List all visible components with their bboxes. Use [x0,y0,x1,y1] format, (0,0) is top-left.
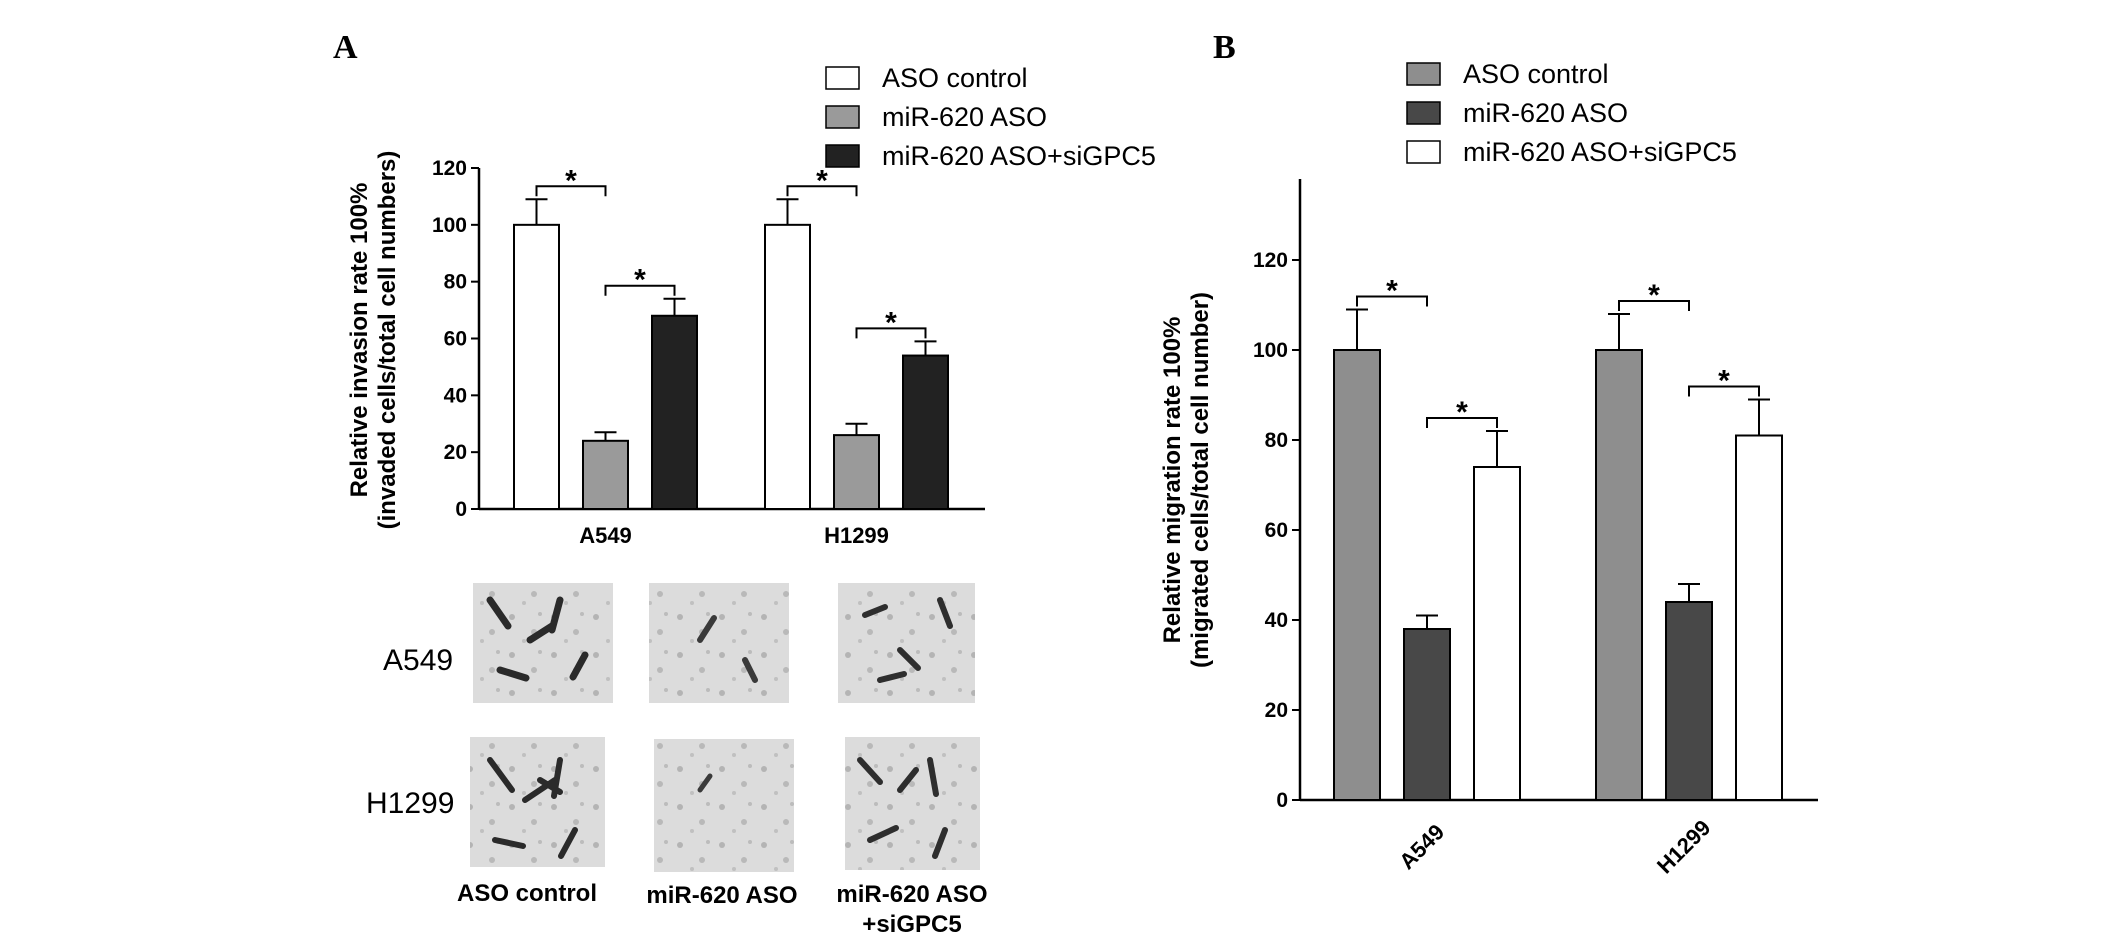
y-tick-label: 0 [1276,789,1288,812]
significance-bracket [1356,295,1428,307]
category-label: A549 [1394,819,1449,874]
y-tick-label: 100 [432,214,467,237]
legend-label: ASO control [882,63,1028,93]
category-label: H1299 [824,523,889,548]
micrograph-image [473,583,613,703]
legend-swatch [825,66,860,90]
bar [1665,601,1713,801]
y-tick-label: 60 [1265,519,1288,542]
bar [833,434,880,510]
y-tick-label: 20 [444,441,467,464]
significance-star: * [565,164,577,197]
bar [1403,628,1451,801]
legend-swatch [825,105,860,129]
y-tick-label: 120 [432,157,467,180]
micrograph-image [838,583,975,703]
micrograph-row-label-a549: A549 [383,644,453,677]
significance-star: * [1456,396,1468,429]
micrograph-col-label-mir620-aso: miR-620 ASO [646,882,797,909]
panel-label-b: B [1213,29,1236,66]
significance-star: * [885,306,897,339]
y-axis-label: (migrated cells/total cell number) [1187,292,1214,668]
significance-bracket [1426,417,1498,428]
category-label: A549 [579,523,632,548]
legend-label: miR-620 ASO [882,102,1047,132]
significance-bracket [535,185,607,197]
significance-bracket [855,327,927,339]
y-tick-label: 0 [455,498,467,521]
significance-bracket [604,284,676,296]
significance-star: * [1386,275,1398,308]
bar [1473,466,1521,801]
category-label: H1299 [1652,815,1716,879]
y-tick-label: 60 [444,328,467,351]
y-tick-label: 120 [1253,249,1288,272]
legend-swatch [1406,140,1441,164]
micrograph-image [654,739,794,872]
legend-label: miR-620 ASO+siGPC5 [1463,137,1737,167]
invasion-chart: 0 20 40 60 80 100 120 Relative invasion rate 10… [346,63,1156,548]
y-tick-label: 20 [1265,699,1288,722]
micrograph-col-label-aso-control: ASO control [457,880,597,907]
bar [1735,434,1783,801]
legend-label: ASO control [1463,59,1609,89]
y-axis-label: (invaded cells/total cell numbers) [374,151,401,530]
bar [764,223,811,510]
micrograph-row-label-h1299: H1299 [366,787,454,820]
micrograph-image [649,583,789,703]
significance-bracket [786,185,858,197]
migration-chart: 0 20 40 60 80 100 120 Relative migration rate 1… [1159,59,1818,878]
y-axis-label: Relative invasion rate 100% [346,183,373,498]
micrograph-col-label-mir620-aso-line2: +siGPC5 [862,911,961,938]
micrograph-grid: A549 H1299 ASO control miR-620 ASO miR [366,583,988,938]
significance-star: * [816,164,828,197]
y-tick-label: 40 [1265,609,1288,632]
significance-star: * [1718,365,1730,398]
legend-swatch [825,144,860,168]
y-tick-label: 40 [444,384,467,407]
legend-swatch [1406,101,1441,125]
legend-swatch [1406,62,1441,86]
bar [582,439,629,510]
significance-bracket [1618,300,1690,311]
bar [1595,349,1643,801]
y-tick-label: 100 [1253,339,1288,362]
bar [902,354,949,510]
micrograph-image [470,737,605,867]
bar [1333,349,1381,801]
y-axis-label: Relative migration rate 100% [1159,317,1186,644]
y-tick-label: 80 [1265,429,1288,452]
significance-star: * [1648,279,1660,312]
y-tick-label: 80 [444,271,467,294]
micrograph-image [845,737,980,870]
bar [651,314,698,510]
legend-label: miR-620 ASO [1463,98,1628,128]
significance-star: * [634,264,646,297]
micrograph-col-label-mir620-aso-line1: miR-620 ASO [836,881,987,908]
legend-label: miR-620 ASO+siGPC5 [882,141,1156,171]
significance-bracket [1688,385,1760,397]
panel-label-a: A [333,29,358,66]
bar [513,223,560,510]
